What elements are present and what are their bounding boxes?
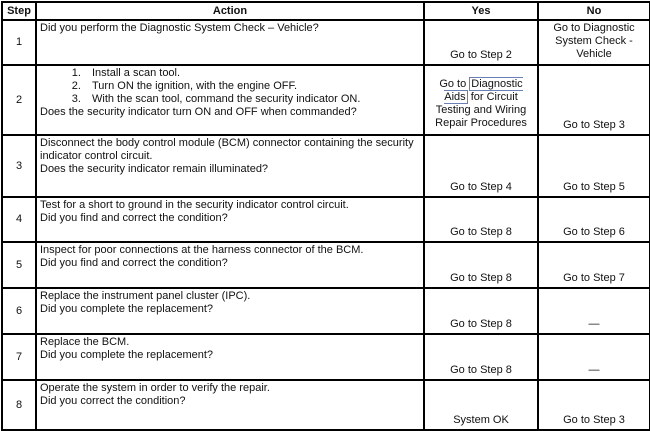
step-number: 5 bbox=[1, 241, 37, 289]
step-number: 2 bbox=[1, 64, 37, 136]
action-cell: Operate the system in order to verify th… bbox=[35, 379, 425, 431]
yes-cell: Go to Step 8 bbox=[423, 287, 539, 335]
step-number: 3 bbox=[1, 134, 37, 198]
table-row: 2 Install a scan tool. Turn ON the ignit… bbox=[1, 64, 650, 136]
question-text: Did you find and correct the condition? bbox=[40, 257, 228, 269]
question-text: Does the security indicator remain illum… bbox=[40, 163, 269, 175]
action-text: Disconnect the body control module (BCM)… bbox=[40, 137, 414, 162]
step-number: 8 bbox=[1, 379, 37, 431]
table-row: 6 Replace the instrument panel cluster (… bbox=[1, 287, 650, 335]
action-cell: Replace the instrument panel cluster (IP… bbox=[35, 287, 425, 335]
yes-prefix: Go to bbox=[439, 78, 467, 90]
header-no: No bbox=[537, 1, 650, 21]
header-yes: Yes bbox=[423, 1, 539, 21]
step-number: 7 bbox=[1, 333, 37, 381]
action-cell: Install a scan tool. Turn ON the ignitio… bbox=[35, 64, 425, 136]
yes-cell: Go to Step 8 bbox=[423, 241, 539, 289]
header-row: Step Action Yes No bbox=[1, 1, 650, 21]
action-text: Operate the system in order to verify th… bbox=[40, 382, 270, 394]
yes-cell: Go to Step 8 bbox=[423, 333, 539, 381]
table-row: 1 Did you perform the Diagnostic System … bbox=[1, 19, 650, 66]
yes-suffix: for Circuit Testing and Wiring Repair Pr… bbox=[435, 91, 527, 129]
no-cell: — bbox=[537, 287, 650, 335]
diagnostic-aids-link[interactable]: Diagnostic Aids bbox=[444, 77, 523, 104]
action-text: Inspect for poor connections at the harn… bbox=[40, 244, 364, 256]
question-text: Did you complete the replacement? bbox=[40, 349, 214, 361]
step-number: 1 bbox=[1, 19, 37, 66]
table-row: 4 Test for a short to ground in the secu… bbox=[1, 196, 650, 243]
yes-cell: System OK bbox=[423, 379, 539, 431]
no-cell: Go to Step 3 bbox=[537, 379, 650, 431]
yes-cell: Go to Step 8 bbox=[423, 196, 539, 243]
action-cell: Replace the BCM. Did you complete the rep… bbox=[35, 333, 425, 381]
header-step: Step bbox=[1, 1, 37, 21]
step-number: 4 bbox=[1, 196, 37, 243]
header-action: Action bbox=[35, 1, 425, 21]
question-text: Did you find and correct the condition? bbox=[40, 212, 228, 224]
action-text: Replace the BCM. bbox=[40, 336, 130, 348]
yes-cell: Go to Step 2 bbox=[423, 19, 539, 66]
list-item: Turn ON the ignition, with the engine OF… bbox=[84, 80, 420, 93]
table-row: 7 Replace the BCM. Did you complete the r… bbox=[1, 333, 650, 381]
list-item: With the scan tool, command the security… bbox=[84, 93, 420, 106]
action-cell: Did you perform the Diagnostic System Ch… bbox=[35, 19, 425, 66]
table-row: 5 Inspect for poor connections at the ha… bbox=[1, 241, 650, 289]
table-row: 3 Disconnect the body control module (BC… bbox=[1, 134, 650, 198]
step-number: 6 bbox=[1, 287, 37, 335]
question-text: Did you complete the replacement? bbox=[40, 303, 214, 315]
list-item: Install a scan tool. bbox=[84, 67, 420, 80]
action-text: Test for a short to ground in the securi… bbox=[40, 199, 349, 211]
question-text: Did you correct the condition? bbox=[40, 395, 186, 407]
action-text: Replace the instrument panel cluster (IP… bbox=[40, 290, 251, 302]
no-cell: Go to Step 7 bbox=[537, 241, 650, 289]
no-cell: — bbox=[537, 333, 650, 381]
question-text: Does the security indicator turn ON and … bbox=[40, 106, 357, 118]
yes-cell: Go to Diagnostic Aids for Circuit Testin… bbox=[423, 64, 539, 136]
step-list: Install a scan tool. Turn ON the ignitio… bbox=[40, 67, 420, 106]
no-cell: Go to Step 3 bbox=[537, 64, 650, 136]
action-cell: Test for a short to ground in the securi… bbox=[35, 196, 425, 243]
table-row: 8 Operate the system in order to verify … bbox=[1, 379, 650, 431]
action-text: Did you perform the Diagnostic System Ch… bbox=[40, 22, 319, 34]
no-cell: Go to Diagnostic System Check - Vehicle bbox=[537, 19, 650, 66]
no-cell: Go to Step 6 bbox=[537, 196, 650, 243]
action-cell: Inspect for poor connections at the harn… bbox=[35, 241, 425, 289]
yes-cell: Go to Step 4 bbox=[423, 134, 539, 198]
no-cell: Go to Step 5 bbox=[537, 134, 650, 198]
action-cell: Disconnect the body control module (BCM)… bbox=[35, 134, 425, 198]
